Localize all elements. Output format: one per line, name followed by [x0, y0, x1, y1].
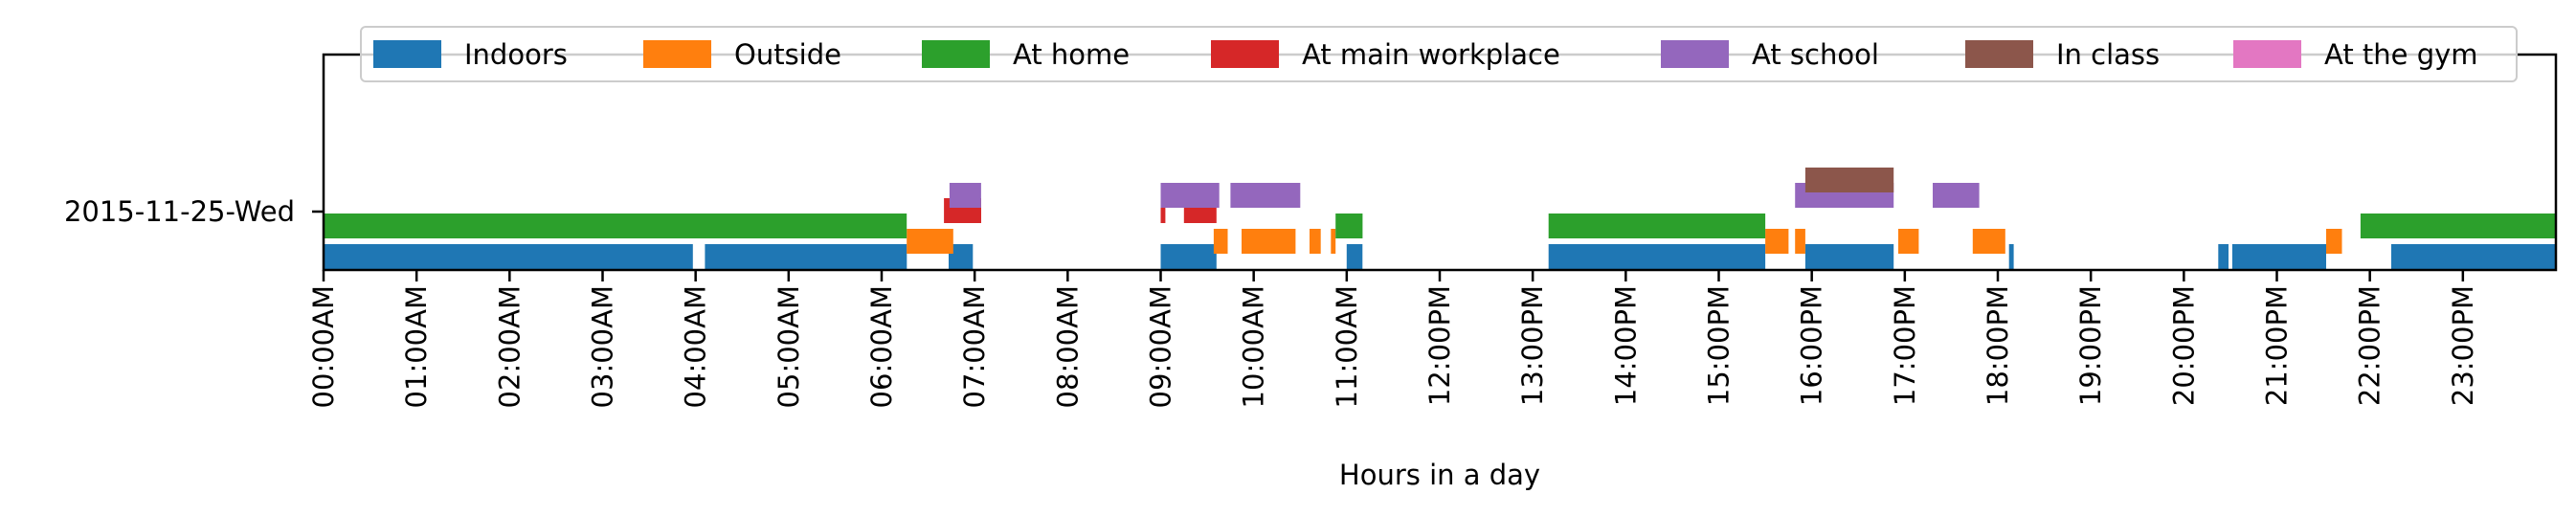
bar-indoors	[2218, 244, 2229, 269]
legend-swatch	[922, 40, 990, 68]
legend-label: At the gym	[2324, 38, 2478, 71]
x-tick-label: 23:00PM	[2447, 285, 2479, 406]
bar-outside	[907, 229, 953, 254]
legend-swatch	[373, 40, 441, 68]
bar-indoors	[1346, 244, 1363, 269]
bar-indoors	[2231, 244, 2326, 269]
bar-indoors	[324, 244, 693, 269]
legend-label: In class	[2056, 38, 2160, 71]
interval-bars	[324, 168, 2556, 269]
bar-indoors	[1160, 244, 1217, 269]
x-tick-label: 20:00PM	[2167, 285, 2200, 406]
legend-swatch	[1661, 40, 1729, 68]
legend-label: At home	[1013, 38, 1130, 71]
bar-at-main-workplace	[1160, 198, 1166, 223]
x-tick-label: 03:00AM	[587, 285, 619, 408]
bar-outside	[1310, 229, 1321, 254]
x-tick-label: 05:00AM	[773, 285, 805, 408]
legend: Indoors Outside At home At main workplace At…	[360, 26, 2518, 82]
x-tick-label: 11:00AM	[1331, 285, 1363, 408]
x-tick-label: 21:00PM	[2261, 285, 2294, 406]
bar-at-home	[2360, 214, 2556, 238]
bar-outside	[1972, 229, 2005, 254]
legend-swatch	[2233, 40, 2301, 68]
bar-outside	[1765, 229, 1789, 254]
x-tick-label: 00:00AM	[307, 285, 340, 408]
bar-at-school	[1933, 183, 1980, 208]
legend-label: Indoors	[464, 38, 568, 71]
x-tick-label: 17:00PM	[1889, 285, 1921, 406]
x-axis-label: Hours in a day	[1339, 459, 1540, 491]
x-tick-label: 14:00PM	[1609, 285, 1642, 406]
bar-outside	[1795, 229, 1805, 254]
x-tick-label: 18:00PM	[1982, 285, 2014, 406]
x-tick-label: 02:00AM	[493, 285, 526, 408]
legend-label: Outside	[734, 38, 841, 71]
x-tick-label: 09:00AM	[1145, 285, 1177, 408]
bar-at-school	[1230, 183, 1301, 208]
x-tick-label: 19:00PM	[2074, 285, 2107, 406]
bar-indoors	[2008, 244, 2014, 269]
bar-at-school	[1160, 183, 1220, 208]
bar-outside	[1331, 229, 1336, 254]
bar-at-home	[1548, 214, 1766, 238]
x-axis: 00:00AM 01:00AM 02:00AM 03:00AM 04:00AM 05:00…	[307, 270, 2479, 408]
legend-swatch	[1965, 40, 2033, 68]
x-tick-label: 12:00PM	[1423, 285, 1456, 406]
bar-outside	[1898, 229, 1919, 254]
bar-outside	[1242, 229, 1296, 254]
legend-label: At main workplace	[1302, 38, 1560, 71]
bar-in-class	[1804, 168, 1894, 192]
bar-at-home	[1335, 214, 1363, 238]
bar-indoors	[1804, 244, 1894, 269]
bar-indoors	[2391, 244, 2556, 269]
x-tick-label: 04:00AM	[680, 285, 712, 408]
x-tick-label: 15:00PM	[1703, 285, 1736, 406]
bar-indoors	[705, 244, 907, 269]
y-axis: 2015-11-25-Wed	[64, 195, 324, 228]
x-tick-label: 07:00AM	[958, 285, 991, 408]
legend-label: At school	[1752, 38, 1879, 71]
x-tick-label: 08:00AM	[1051, 285, 1084, 408]
bar-at-school	[949, 183, 981, 208]
bar-outside	[1213, 229, 1228, 254]
x-tick-label: 22:00PM	[2354, 285, 2386, 406]
x-tick-label: 01:00AM	[400, 285, 433, 408]
bar-outside	[2326, 229, 2342, 254]
x-tick-label: 16:00PM	[1796, 285, 1828, 406]
x-tick-label: 10:00AM	[1238, 285, 1270, 408]
bar-at-home	[324, 214, 907, 238]
bar-indoors	[1548, 244, 1766, 269]
x-tick-label: 13:00PM	[1516, 285, 1549, 406]
x-tick-label: 06:00AM	[865, 285, 898, 408]
legend-swatch	[1211, 40, 1279, 68]
legend-swatch	[643, 40, 711, 68]
y-tick-label: 2015-11-25-Wed	[64, 195, 295, 228]
